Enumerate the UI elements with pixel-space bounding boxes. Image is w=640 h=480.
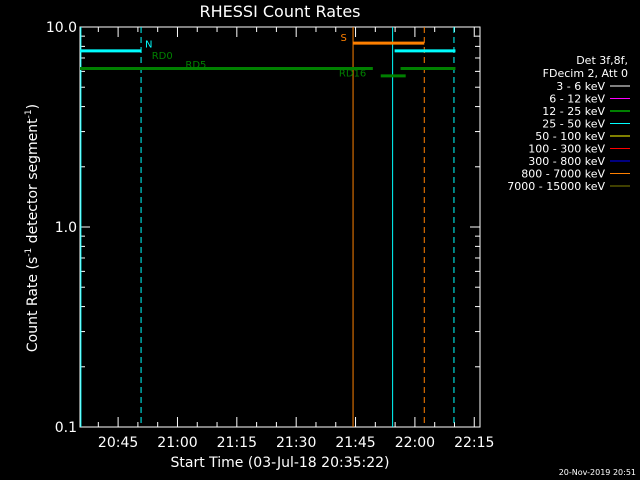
- legend-label: 300 - 800 keV: [528, 155, 605, 168]
- plot-frame: [79, 26, 481, 428]
- legend-label: 7000 - 15000 keV: [507, 180, 605, 193]
- x-tick-labels: 20:45 21:00 21:15 21:30 21:45 22:00 22:15: [98, 435, 495, 451]
- segment-label: N: [145, 39, 152, 50]
- y-tick-label: 1.0: [55, 220, 77, 236]
- legend-header: FDecim 2, Att 0: [543, 67, 628, 80]
- y-axis-label: Count Rate (s-1 detector segment-1): [24, 104, 41, 352]
- legend-label: 25 - 50 keV: [542, 118, 605, 131]
- legend-label: 50 - 100 keV: [535, 130, 605, 143]
- data-series: [80, 41, 456, 78]
- legend-label: 12 - 25 keV: [542, 105, 605, 118]
- legend-label: 800 - 7000 keV: [521, 168, 605, 181]
- segment-label: RD0: [152, 51, 173, 62]
- vertical-marker-lines: [80, 27, 455, 427]
- y-tick-labels: 10.0 1.0 0.1: [46, 20, 77, 436]
- x-tick-label: 21:30: [276, 435, 316, 451]
- segment-label: RD16: [339, 69, 366, 80]
- legend-label: 100 - 300 keV: [528, 143, 605, 156]
- plot-axes: [79, 26, 481, 428]
- segment-label: S: [341, 33, 347, 44]
- legend-header: Det 3f,8f,: [576, 54, 628, 67]
- x-tick-label: 22:15: [454, 435, 494, 451]
- x-tick-label: 21:00: [157, 435, 197, 451]
- legend-label: 6 - 12 keV: [549, 93, 605, 106]
- segment-label: RD5: [185, 60, 206, 71]
- x-tick-label: 21:15: [217, 435, 257, 451]
- timestamp: 20-Nov-2019 20:51: [559, 468, 636, 477]
- y-tick-label: 0.1: [55, 420, 77, 436]
- y-tick-label: 10.0: [46, 20, 77, 36]
- chart-title: RHESSI Count Rates: [200, 2, 361, 21]
- x-axis-label: Start Time (03-Jul-18 20:35:22): [170, 455, 389, 471]
- x-tick-label: 21:45: [335, 435, 375, 451]
- x-tick-label: 22:00: [395, 435, 435, 451]
- legend-label: 3 - 6 keV: [556, 80, 605, 93]
- x-tick-label: 20:45: [98, 435, 138, 451]
